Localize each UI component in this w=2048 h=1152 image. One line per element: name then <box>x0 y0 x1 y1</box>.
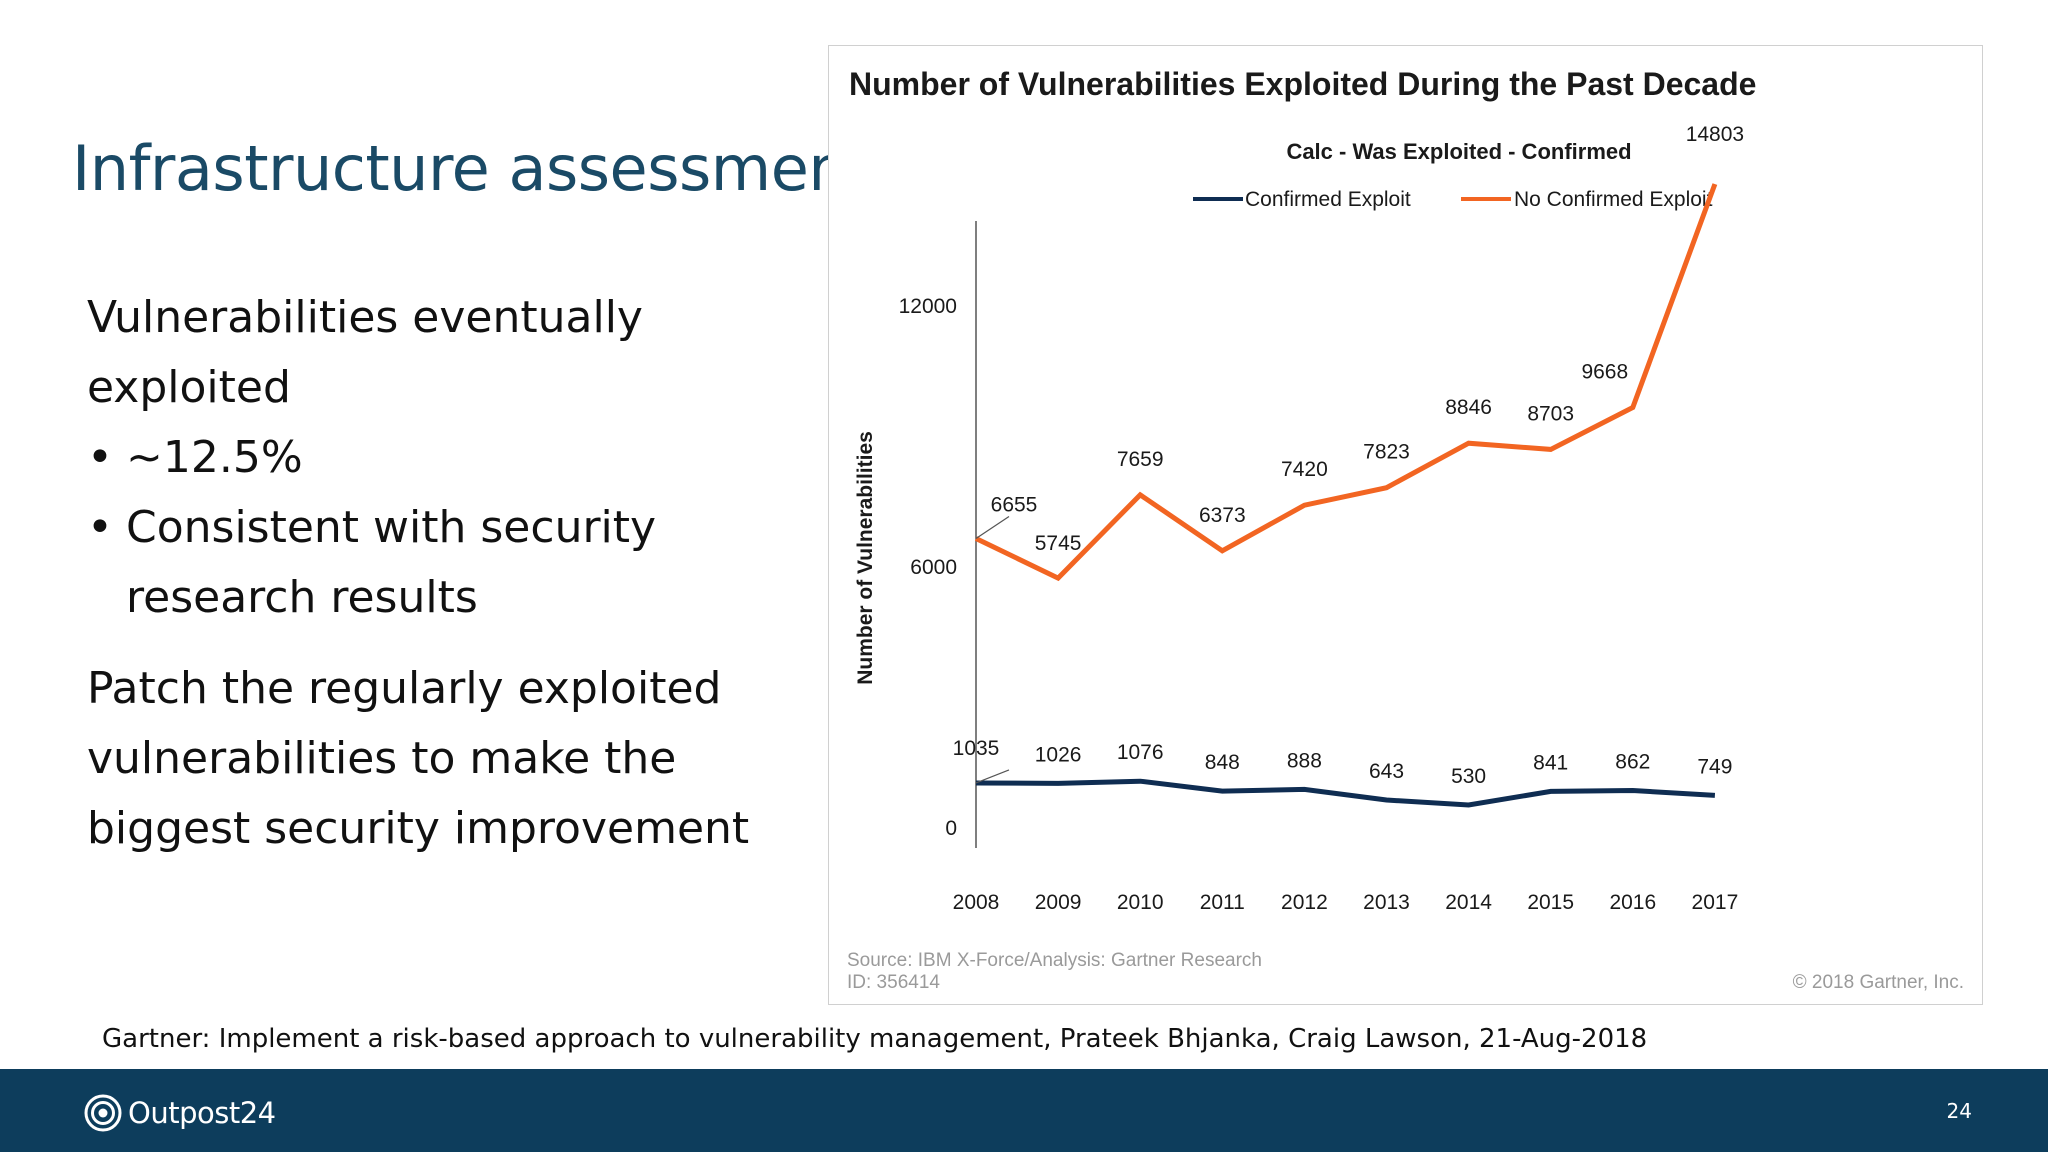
chart-copyright: © 2018 Gartner, Inc. <box>1793 972 1964 993</box>
chart-id: ID: 356414 <box>847 972 940 993</box>
chart-axes: 0 6000 12000 2008 2009 2010 2011 2012 2013 2014 20… <box>899 221 1739 914</box>
bullet-item: • Consistent with security research resu… <box>87 493 827 633</box>
bullet-text: ~12.5% <box>126 432 303 483</box>
data-label: 1035 <box>953 737 1000 760</box>
data-label: 8703 <box>1527 402 1574 425</box>
x-tick-label: 2009 <box>1035 891 1082 914</box>
data-label: 749 <box>1697 755 1732 778</box>
data-label: 530 <box>1451 765 1486 788</box>
line-chart: Number of Vulnerabilities Exploited Duri… <box>847 66 1964 993</box>
x-tick-label: 2008 <box>953 891 1000 914</box>
confirmed-exploit-line <box>975 778 1716 808</box>
intro-block: Vulnerabilities eventually exploited • ~… <box>87 283 827 633</box>
data-label: 7659 <box>1117 448 1164 471</box>
y-axis-label: Number of Vulnerabilities <box>854 431 877 685</box>
data-label: 6655 <box>991 494 1038 517</box>
x-tick-label: 2014 <box>1445 891 1492 914</box>
chart-legend: Confirmed Exploit No Confirmed Exploit <box>1193 188 1713 211</box>
data-label: 9668 <box>1581 360 1628 383</box>
y-tick-label: 0 <box>945 817 957 840</box>
bullet-list: • ~12.5% • Consistent with security rese… <box>87 423 827 633</box>
data-label: 7420 <box>1281 458 1328 481</box>
data-label: 7823 <box>1363 441 1410 464</box>
x-tick-label: 2017 <box>1692 891 1739 914</box>
chart-source: Source: IBM X-Force/Analysis: Gartner Re… <box>847 950 1262 971</box>
x-tick-label: 2011 <box>1200 891 1245 914</box>
intro-text: Vulnerabilities eventually exploited <box>87 292 643 413</box>
legend-label-confirmed: Confirmed Exploit <box>1245 188 1411 211</box>
target-icon <box>84 1094 122 1132</box>
page-number: 24 <box>1946 1099 1972 1123</box>
chart-title: Number of Vulnerabilities Exploited Duri… <box>849 66 1756 102</box>
y-tick-label: 12000 <box>899 295 957 318</box>
data-label: 888 <box>1287 749 1322 772</box>
leader-line <box>975 769 1010 784</box>
data-label: 841 <box>1533 751 1568 774</box>
legend-label-no-confirmed: No Confirmed Exploit <box>1514 188 1713 211</box>
data-label: 1076 <box>1117 741 1164 764</box>
x-tick-label: 2012 <box>1281 891 1328 914</box>
x-tick-label: 2015 <box>1527 891 1574 914</box>
no-confirmed-exploit-line <box>974 183 1718 582</box>
logo-text: Outpost24 <box>128 1096 276 1130</box>
bullet-dot: • <box>87 432 113 483</box>
bullet-text: Consistent with security research result… <box>126 502 657 623</box>
y-tick-label: 6000 <box>910 556 957 579</box>
leader-line <box>975 516 1010 540</box>
data-label: 8846 <box>1445 396 1492 419</box>
data-label: 862 <box>1615 751 1650 774</box>
data-label: 14803 <box>1686 123 1744 146</box>
x-tick-label: 2013 <box>1363 891 1410 914</box>
data-label: 6373 <box>1199 504 1246 527</box>
data-label: 5745 <box>1035 532 1082 555</box>
bullet-item: • ~12.5% <box>87 423 827 493</box>
company-logo[interactable]: Outpost24 <box>84 1093 276 1133</box>
data-label: 848 <box>1205 751 1240 774</box>
takeaway-text: Patch the regularly exploited vulnerabil… <box>87 663 750 854</box>
data-label: 1026 <box>1035 743 1082 766</box>
x-tick-label: 2016 <box>1609 891 1656 914</box>
chart-subtitle: Calc - Was Exploited - Confirmed <box>1286 139 1631 164</box>
citation: Gartner: Implement a risk-based approach… <box>102 1024 1648 1054</box>
chart-panel: Number of Vulnerabilities Exploited Duri… <box>828 45 1983 1005</box>
bullet-dot: • <box>87 502 113 553</box>
x-tick-label: 2010 <box>1117 891 1164 914</box>
data-label: 643 <box>1369 760 1404 783</box>
footer-bar: Outpost24 24 <box>0 1069 2048 1152</box>
chart-marks: 1035 1026 1076 848 888 643 530 841 862 749 6655 574… <box>953 123 1744 808</box>
slide-title: Infrastructure assessments <box>72 132 903 205</box>
